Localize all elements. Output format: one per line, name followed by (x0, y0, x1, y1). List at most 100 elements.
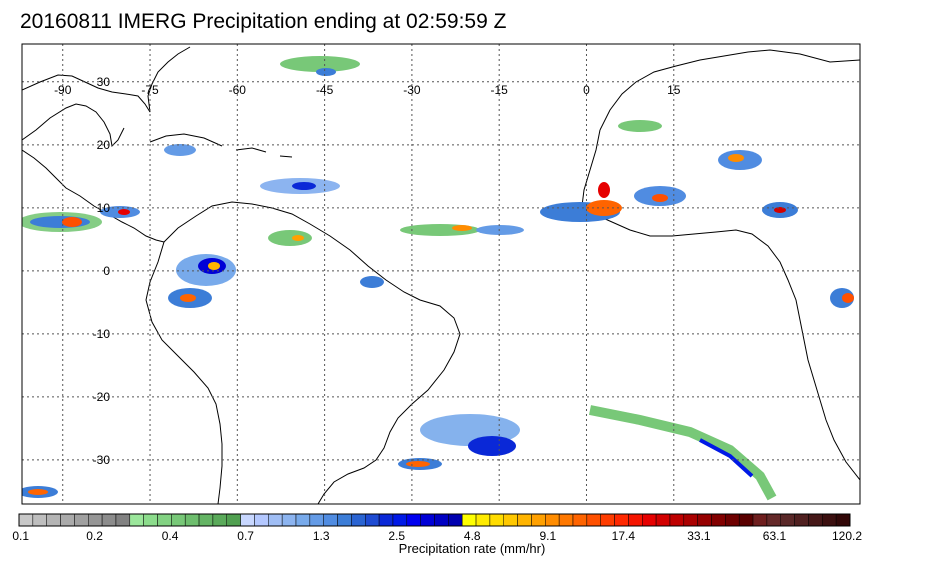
latitude-label: -30 (93, 453, 111, 467)
graticule (22, 44, 860, 504)
colorbar-swatch (281, 513, 297, 527)
longitude-label: -90 (54, 83, 72, 97)
colorbar-swatch (489, 513, 504, 527)
colorbar-swatch (240, 513, 255, 527)
colorbar-swatch (171, 513, 186, 527)
colorbar-swatch (351, 513, 366, 527)
colorbar-tick-label: 120.2 (831, 529, 863, 543)
longitude-label: -15 (491, 83, 509, 97)
colorbar-swatch (88, 513, 103, 527)
colorbar-swatch (600, 513, 615, 527)
colorbar-swatch (545, 513, 560, 527)
colorbar-swatch (461, 513, 477, 527)
colorbar-swatch (780, 513, 795, 527)
colorbar-swatch (669, 513, 685, 527)
colorbar-tick-label: 0.4 (161, 529, 179, 543)
longitude-label: -60 (229, 83, 247, 97)
colorbar-swatch (295, 513, 311, 527)
colorbar-swatch (628, 513, 643, 527)
colorbar-swatch (46, 513, 61, 527)
colorbar-swatch (392, 513, 408, 527)
map-frame (21, 43, 861, 505)
coastline-central-america (22, 149, 165, 243)
colorbar-swatch (808, 513, 823, 527)
longitude-label: -75 (141, 83, 159, 97)
colorbar-swatch (378, 513, 394, 527)
colorbar-swatch (614, 513, 629, 527)
colorbar-swatch (406, 513, 421, 527)
colorbar-swatch (448, 513, 463, 527)
colorbar-swatch (738, 513, 754, 527)
colorbar-swatch (268, 513, 283, 527)
colorbar-swatch (683, 513, 698, 527)
colorbar-swatch (725, 513, 740, 527)
colorbar-frame (18, 513, 851, 527)
colorbar-tick-label: 0.1 (12, 529, 30, 543)
colorbar-swatch (365, 513, 380, 527)
latitude-label: 0 (103, 264, 110, 278)
colorbar-swatch (254, 513, 269, 527)
coastline-north-america (22, 46, 191, 113)
colorbar-tick-label: 2.5 (388, 529, 406, 543)
colorbar-swatch (212, 513, 227, 527)
colorbar-swatch (323, 513, 338, 527)
coastline-cuba (149, 133, 223, 147)
longitude-label: -30 (403, 83, 421, 97)
colorbar-swatch (822, 513, 837, 527)
colorbar-swatch (115, 513, 131, 527)
latitude-label: 10 (97, 201, 111, 215)
colorbar-title: Precipitation rate (mm/hr) (398, 541, 546, 556)
colorbar-swatch (558, 513, 574, 527)
latitude-label: -10 (93, 327, 111, 341)
longitude-label: -45 (316, 83, 334, 97)
latitude-label: 30 (97, 75, 111, 89)
colorbar-swatch (337, 513, 352, 527)
colorbar-swatch (766, 513, 782, 527)
colorbar-swatch (226, 513, 241, 527)
colorbar-tick-label: 4.8 (463, 529, 481, 543)
latitude-label: 20 (97, 138, 111, 152)
coastline-south-america-west (145, 241, 223, 504)
coastline-africa-north (599, 49, 860, 131)
longitude-label: 15 (667, 83, 681, 97)
colorbar-tick-label: 9.1 (539, 529, 557, 543)
colorbar-swatch (711, 513, 726, 527)
colorbar-tick-label: 0.7 (237, 529, 254, 543)
colorbar-swatch (309, 513, 324, 527)
colorbar-swatch (74, 513, 89, 527)
colorbar-swatch (101, 513, 117, 527)
graticule-labels: -90 -75 -60 -45 -30 -15 0 15 30 20 10 0 -10 -20 -30 (54, 75, 681, 467)
coastline-hispaniola (235, 147, 267, 153)
colorbar-swatch (697, 513, 712, 527)
colorbar-swatch (586, 513, 601, 527)
colorbar-swatch (572, 513, 588, 527)
colorbar-swatches (18, 513, 851, 527)
coastline-puerto-rico (279, 155, 293, 158)
colorbar-tick-label: 63.1 (762, 529, 787, 543)
colorbar-swatch (517, 513, 532, 527)
colorbar-swatch (129, 513, 144, 527)
colorbar-tick-label: 17.4 (611, 529, 636, 543)
colorbar-tick-label: 33.1 (687, 529, 711, 543)
colorbar-swatch (531, 513, 546, 527)
latitude-label: -20 (93, 390, 111, 404)
longitude-label: 0 (583, 83, 590, 97)
colorbar-swatch (157, 513, 172, 527)
colorbar-swatch (32, 513, 47, 527)
precipitation-overlay (22, 56, 854, 501)
colorbar-swatch (434, 513, 449, 527)
colorbar-swatch (184, 513, 200, 527)
colorbar-swatch (503, 513, 518, 527)
colorbar-swatch (794, 513, 809, 527)
colorbar-swatch (655, 513, 671, 527)
colorbar-swatch (143, 513, 158, 527)
map-title: 20160811 IMERG Precipitation ending at 0… (20, 10, 507, 33)
colorbar-swatch (642, 513, 657, 527)
coastline-south-america (163, 201, 461, 504)
colorbar-swatch (198, 513, 214, 527)
colorbar-swatch (60, 513, 75, 527)
colorbar-swatch (420, 513, 435, 527)
colorbar-swatch (18, 513, 34, 527)
